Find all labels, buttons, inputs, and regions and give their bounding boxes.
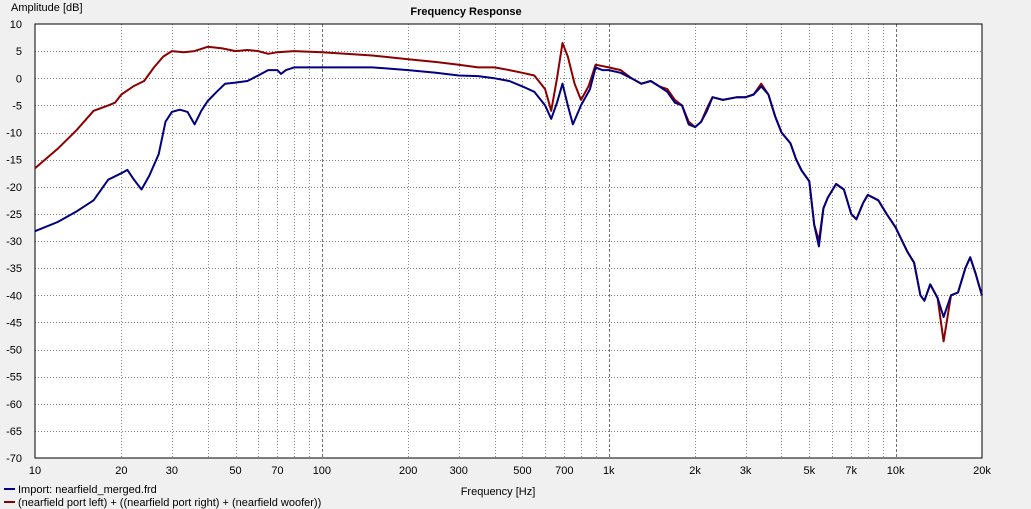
legend-label-0: Import: nearfield_merged.frd [18, 484, 157, 496]
x-tick-label-4: 70 [271, 465, 283, 477]
x-tick-label-14: 7k [845, 465, 857, 477]
y-tick-label-9: -35 [6, 263, 22, 275]
x-tick-label-7: 300 [450, 465, 468, 477]
x-tick-label-16: 20k [973, 465, 991, 477]
x-tick-label-5: 100 [313, 465, 331, 477]
y-tick-label-2: 0 [16, 73, 22, 85]
y-tick-label-12: -50 [6, 345, 22, 357]
y-tick-label-4: -10 [6, 128, 22, 140]
x-tick-labels: 10 20 30 50 70 100 200 300 500 700 1k 2k 3k 5k 7k 10k 20… [29, 465, 991, 477]
x-tick-label-12: 3k [740, 465, 752, 477]
y-tick-label-14: -60 [6, 399, 22, 411]
x-tick-label-11: 2k [689, 465, 701, 477]
y-tick-label-1: 5 [16, 46, 22, 58]
y-tick-label-6: -20 [6, 182, 22, 194]
y-tick-label-5: -15 [6, 155, 22, 167]
y-tick-label-15: -65 [6, 426, 22, 438]
x-tick-label-10: 1k [603, 465, 615, 477]
grid [35, 24, 982, 458]
x-tick-label-3: 50 [229, 465, 241, 477]
x-tick-label-6: 200 [399, 465, 417, 477]
x-tick-label-0: 10 [29, 465, 41, 477]
y-tick-label-7: -25 [6, 209, 22, 221]
y-tick-label-11: -45 [6, 317, 22, 329]
series-layer [34, 42, 983, 343]
y-tick-label-3: -5 [12, 100, 22, 112]
y-tick-labels: 10 5 0 -5 -10 -15 -20 -25 -30 -35 -40 -45 -50 -55 -60 -… [6, 19, 22, 465]
y-tick-label-0: 10 [10, 19, 22, 31]
y-tick-label-16: -70 [6, 453, 22, 465]
chart-title: Frequency Response [410, 6, 521, 18]
y-tick-label-13: -55 [6, 372, 22, 384]
legend-label-1: (nearfield port left) + ((nearfield port… [18, 497, 321, 509]
series-line-0 [34, 66, 983, 318]
x-tick-label-1: 20 [115, 465, 127, 477]
x-tick-label-15: 10k [887, 465, 905, 477]
x-tick-label-9: 700 [555, 465, 573, 477]
legend: Import: nearfield_merged.frd (nearfield … [4, 484, 321, 509]
x-tick-label-2: 30 [166, 465, 178, 477]
y-axis-title: Amplitude [dB] [11, 2, 83, 14]
x-tick-label-13: 5k [803, 465, 815, 477]
x-tick-label-8: 500 [513, 465, 531, 477]
y-tick-label-8: -30 [6, 236, 22, 248]
y-tick-label-10: -40 [6, 290, 22, 302]
x-axis-title: Frequency [Hz] [461, 486, 536, 498]
